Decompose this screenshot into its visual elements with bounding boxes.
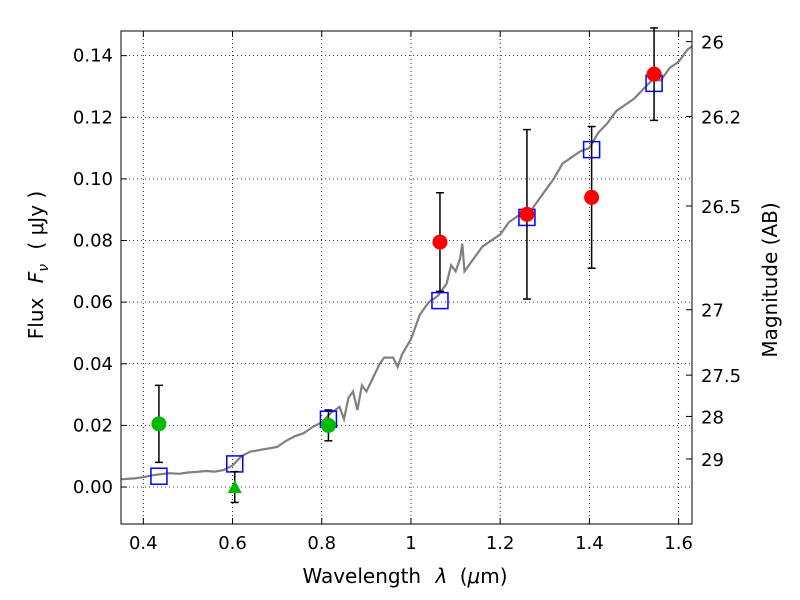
x-tick-label: 1.6 [664,533,693,554]
y-tick-label: 0.12 [73,107,113,128]
y-tick-label: 0.00 [73,477,113,498]
grid [121,31,692,524]
y-tick-label: 0.08 [73,231,113,252]
y-axis-label-text: Flux [24,297,48,339]
x-tick-label: 1.4 [575,533,604,554]
y2-tick-label: 26 [701,33,724,54]
x-tick-label: 0.8 [307,533,336,554]
x-axis-label-text: Wavelength [302,564,421,588]
y-tick-label: 0.06 [73,292,113,313]
y2-tick-label: 26.5 [701,197,741,218]
x-tick-label: 1 [405,533,416,554]
model-point-square [431,291,449,310]
x-axis-label-unit-open: ( [460,564,468,588]
y-tick-label: 0.02 [73,415,113,436]
observation-marker-circle [519,206,535,222]
y-tick-label: 0.14 [73,46,113,67]
spectrum-line [120,45,693,481]
x-tick-label: 0.6 [218,533,247,554]
plot-frame [120,30,693,525]
observation-marker-circle [151,416,167,432]
y-tick-label: 0.04 [73,354,113,375]
x-axis-label: Wavelength λ (μm) [302,564,507,588]
y2-tick-label: 27.5 [701,366,741,387]
x-axis-label-unit-mu: μ [467,564,481,588]
observation-marker-circle [646,66,662,82]
x-axis-label-symbol: λ [434,564,447,588]
y2-tick-label: 29 [701,450,724,471]
observation-marker-circle [320,417,336,433]
x-axis-label-unit-rest: m) [480,564,507,588]
observation-marker-triangle [227,480,242,494]
x-tick-label: 1.2 [486,533,515,554]
y-tick-label: 0.10 [73,169,113,190]
y-axis-label: Flux Fν ( μJy ) [24,191,53,339]
observation-marker-circle [432,234,448,250]
plot-area [120,27,693,504]
x-tick-label: 0.4 [129,533,158,554]
y2-tick-label: 26.2 [701,108,741,129]
y2-axis-label: Magnitude (AB) [758,202,782,357]
y-axis-label-subscript: ν [36,264,52,272]
observation-marker-circle [584,189,600,205]
y-axis-label-unit: ( μJy ) [24,191,48,250]
y2-tick-label: 27 [701,301,724,322]
y-axis-label-symbol: F [24,271,48,283]
model-point-square [150,467,168,485]
axis-ticks: 0.4 0.6 0.8 1 1.2 1.4 1.6 0.00 0.02 0.04 0.06 0.08 0… [73,31,741,554]
y2-tick-label: 28 [701,407,724,428]
